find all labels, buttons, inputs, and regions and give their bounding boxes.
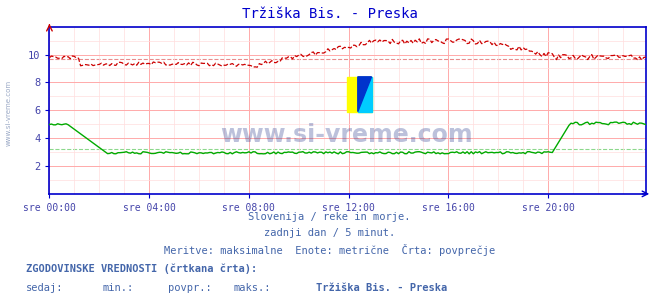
Text: sedaj:: sedaj:	[26, 283, 64, 293]
Text: Slovenija / reke in morje.: Slovenija / reke in morje.	[248, 212, 411, 222]
Text: min.:: min.:	[102, 283, 133, 293]
Bar	[347, 77, 372, 112]
Text: www.si-vreme.com: www.si-vreme.com	[220, 123, 473, 147]
Text: Tržiška Bis. - Preska: Tržiška Bis. - Preska	[242, 7, 417, 21]
Text: zadnji dan / 5 minut.: zadnji dan / 5 minut.	[264, 228, 395, 238]
Text: ZGODOVINSKE VREDNOSTI (črtkana črta):: ZGODOVINSKE VREDNOSTI (črtkana črta):	[26, 263, 258, 274]
Text: Meritve: maksimalne  Enote: metrične  Črta: povprečje: Meritve: maksimalne Enote: metrične Črta…	[164, 244, 495, 256]
Polygon shape	[358, 77, 372, 112]
Text: povpr.:: povpr.:	[168, 283, 212, 293]
Polygon shape	[358, 77, 372, 112]
Text: Tržiška Bis. - Preska: Tržiška Bis. - Preska	[316, 283, 447, 293]
Text: www.si-vreme.com: www.si-vreme.com	[5, 79, 12, 146]
Text: maks.:: maks.:	[234, 283, 272, 293]
